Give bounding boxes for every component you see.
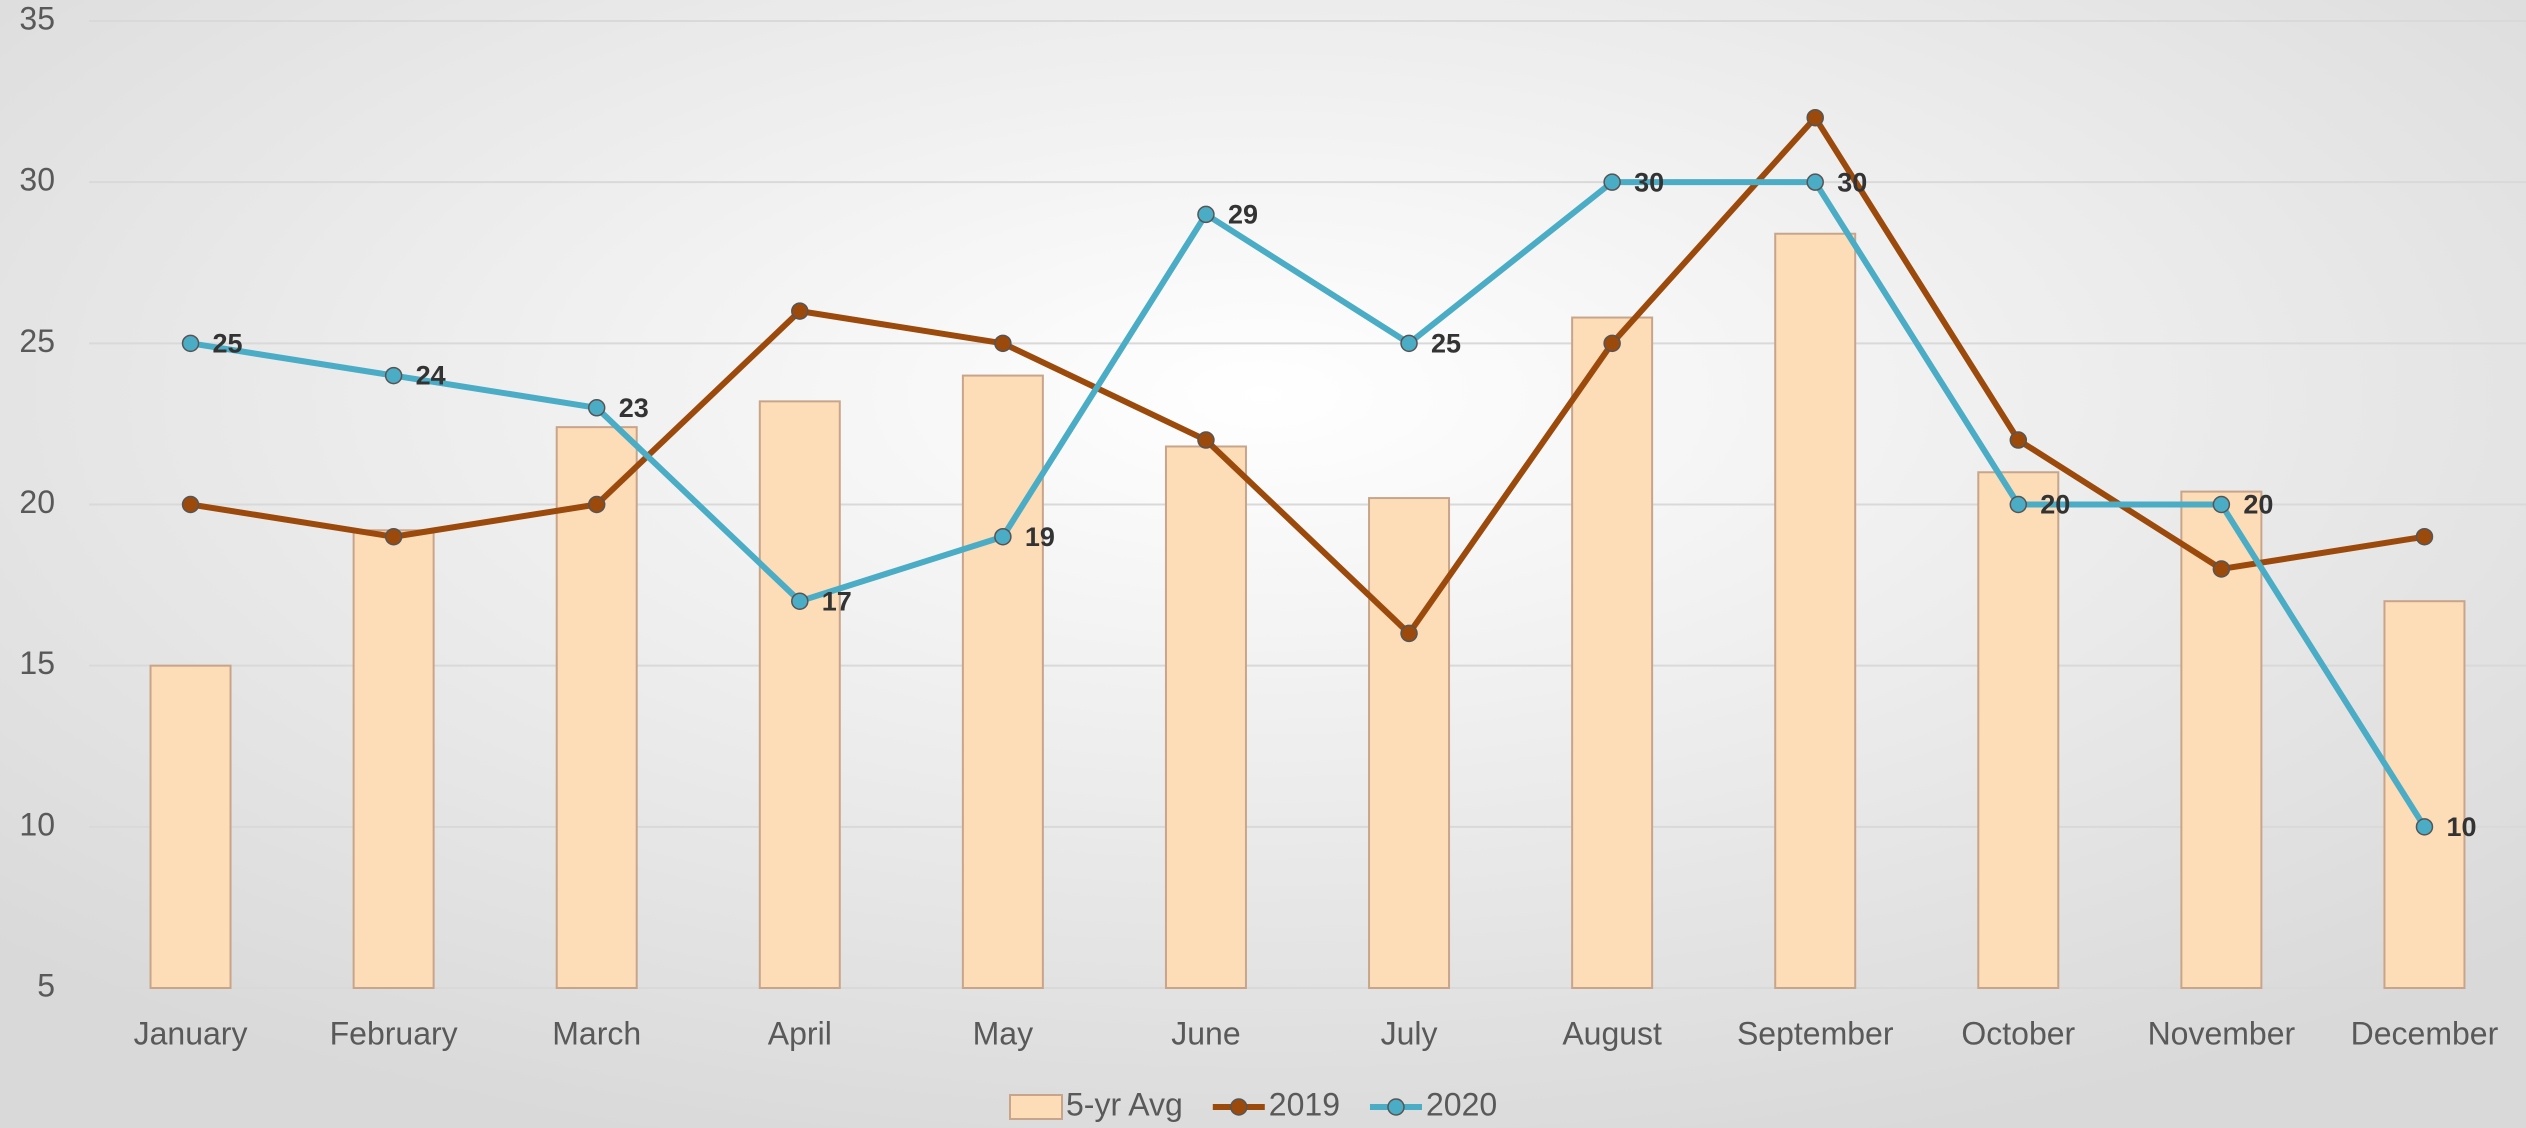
marker [384, 366, 403, 385]
data-label: 25 [213, 328, 243, 358]
marker [1806, 108, 1824, 127]
y-tick-label: 25 [19, 323, 55, 359]
data-label: 10 [2446, 812, 2476, 842]
legend-label: 2019 [1269, 1086, 1340, 1122]
bar [1571, 316, 1654, 989]
marker [994, 334, 1012, 353]
marker [181, 334, 200, 353]
data-label: 23 [619, 393, 649, 423]
marker [587, 399, 606, 417]
x-tick-label: September [1737, 1015, 1894, 1051]
bar [1977, 471, 2060, 989]
data-label: 24 [416, 361, 446, 391]
x-tick-label: August [1562, 1015, 1662, 1051]
x-tick-label: October [1961, 1015, 2075, 1051]
data-label: 20 [2243, 490, 2273, 520]
y-tick-label: 20 [19, 484, 55, 520]
bar [1774, 232, 1857, 990]
legend-label: 2020 [1426, 1086, 1497, 1122]
bar [352, 529, 435, 990]
marker [181, 495, 200, 514]
marker [2009, 431, 2028, 449]
y-tick-label: 35 [19, 0, 55, 36]
y-tick-label: 10 [19, 806, 55, 842]
marker [2415, 818, 2434, 836]
data-label: 20 [2040, 490, 2070, 520]
marker [2009, 495, 2028, 514]
x-tick-label: July [1381, 1015, 1438, 1051]
marker [791, 592, 809, 610]
bar [149, 664, 232, 990]
line [190, 114, 2425, 637]
bar [1368, 497, 1451, 989]
marker [1400, 334, 1418, 353]
data-label: 30 [1634, 167, 1664, 197]
bar [961, 374, 1044, 990]
legend-label: 5-yr Avg [1066, 1086, 1183, 1122]
data-label: 30 [1837, 167, 1867, 197]
data-label: 29 [1228, 200, 1258, 230]
x-tick-label: January [134, 1015, 248, 1051]
legend-swatch [1230, 1098, 1248, 1116]
marker [1603, 334, 1621, 353]
marker [587, 495, 606, 514]
marker [2212, 495, 2231, 514]
data-label: 19 [1025, 522, 1055, 552]
x-tick-label: March [552, 1015, 641, 1051]
x-tick-label: June [1171, 1015, 1240, 1051]
y-tick-label: 30 [19, 162, 55, 198]
legend-swatch [1387, 1098, 1405, 1116]
marker [1806, 173, 1824, 191]
bar [1164, 445, 1247, 990]
y-tick-label: 5 [37, 967, 55, 1003]
bar [758, 400, 841, 989]
x-tick-label: February [330, 1015, 458, 1051]
x-tick-label: November [2148, 1015, 2296, 1051]
marker [1400, 624, 1418, 643]
marker [1603, 173, 1621, 191]
x-tick-label: December [2351, 1015, 2499, 1051]
x-tick-label: May [973, 1015, 1033, 1051]
marker [2212, 560, 2231, 578]
bar [2383, 600, 2466, 989]
marker [994, 527, 1012, 546]
marker [791, 302, 809, 320]
marker [384, 527, 403, 546]
data-label: 25 [1431, 328, 1461, 358]
data-label: 17 [822, 586, 852, 616]
marker [1197, 205, 1215, 224]
bar [555, 426, 638, 989]
marker [1197, 431, 1215, 449]
legend-swatch [1009, 1094, 1063, 1120]
y-tick-label: 15 [19, 645, 55, 681]
line [190, 179, 2427, 829]
marker [2415, 527, 2434, 546]
x-tick-label: April [768, 1015, 832, 1051]
